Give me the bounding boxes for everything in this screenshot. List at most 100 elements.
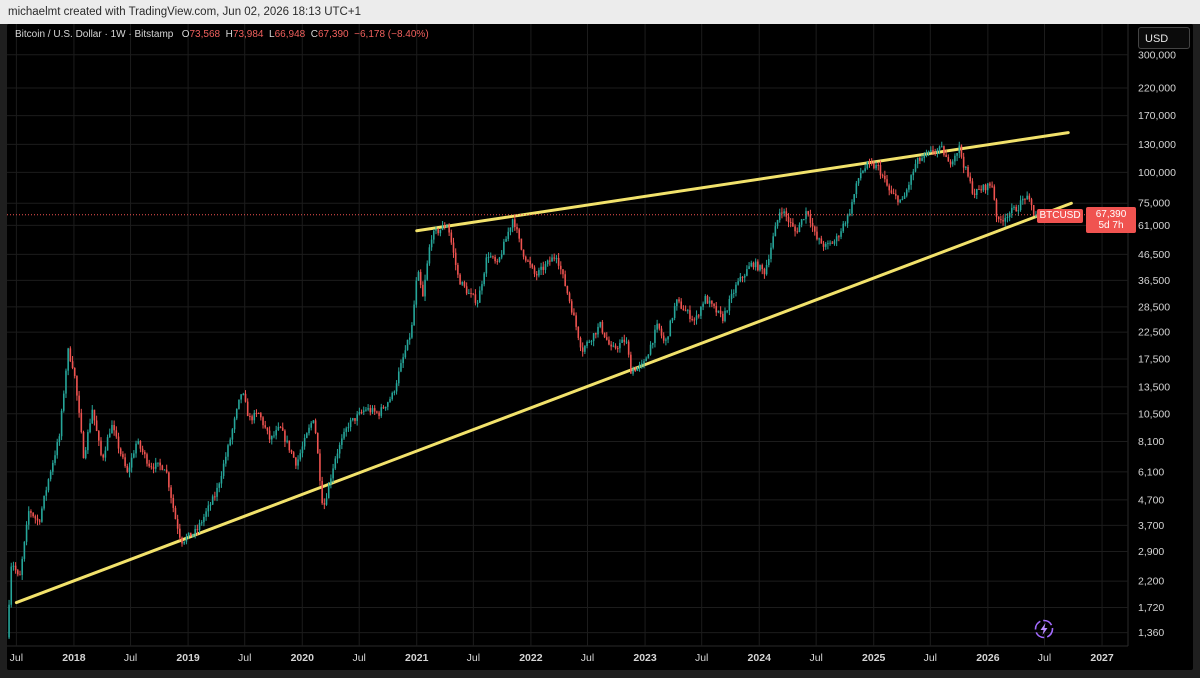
candle-body (908, 184, 910, 190)
candle-body (866, 161, 869, 169)
candle-body (297, 459, 299, 466)
candle-body (844, 223, 847, 225)
candle-body (369, 408, 372, 413)
candle-body (713, 303, 715, 307)
candle-body (927, 151, 930, 154)
candle-body (533, 267, 536, 274)
candle-body (347, 427, 350, 429)
candle-body (1017, 209, 1020, 212)
candle-body (253, 412, 256, 421)
candle-body (301, 446, 304, 454)
time-tick-label: Jul (352, 652, 365, 664)
candle-body (303, 437, 306, 447)
candle-body (949, 161, 952, 165)
candle-body (89, 423, 91, 433)
candle-body (229, 439, 231, 446)
candle-body (824, 243, 827, 247)
time-tick-label: 2019 (176, 652, 200, 664)
candle-body (827, 243, 829, 245)
attribution-bar: michaelmt created with TradingView.com, … (0, 0, 1200, 24)
candle-body (695, 315, 698, 320)
candle-body (787, 216, 790, 222)
candle-body (936, 149, 939, 153)
candle-body (794, 226, 796, 232)
candle-body (290, 450, 293, 453)
candle-body (14, 565, 17, 571)
candle-body (557, 257, 560, 266)
bolt-logo-icon[interactable] (1033, 618, 1055, 640)
candle-body (60, 410, 63, 437)
candle-body (341, 438, 343, 445)
candle-body (106, 437, 109, 451)
candle-body (218, 483, 221, 488)
symbol-legend: Bitcoin / U.S. Dollar · 1W · Bitstamp O7… (15, 29, 429, 40)
candle-body (115, 430, 118, 437)
candle-body (1019, 200, 1022, 210)
candle-body (732, 292, 735, 294)
time-axis[interactable]: Jul 2018 Jul 2019 Jul 2020 Jul 2021 Jul 2022 Jul 20… (10, 652, 1114, 664)
candle-body (656, 323, 658, 330)
time-tick-label: Jul (809, 652, 822, 664)
price-tick-label: 300,000 (1138, 49, 1176, 61)
candle-body (446, 225, 448, 228)
candle-body (945, 154, 947, 158)
ticker-label: BTCUSD (1037, 208, 1083, 223)
candle-body (715, 306, 718, 313)
candle-body (54, 455, 56, 463)
candle-body (997, 216, 1000, 220)
candle-body (137, 441, 140, 444)
low-label: L (269, 29, 275, 40)
candle-body (886, 179, 888, 186)
candle-body (708, 300, 711, 304)
candle-body (139, 441, 142, 449)
candle-body (395, 383, 398, 392)
candle-body (332, 468, 334, 479)
candle-body (822, 243, 825, 247)
candle-body (741, 276, 744, 278)
candle-body (813, 226, 816, 232)
candle-body (962, 156, 965, 168)
candle-body (792, 222, 794, 227)
candle-body (899, 199, 901, 203)
candle-body (371, 408, 374, 413)
candle-body (636, 367, 639, 371)
candle-body (334, 458, 337, 469)
candle-body (958, 145, 961, 154)
candle-body (133, 453, 135, 458)
candle-body (520, 238, 523, 250)
candle-body (960, 145, 963, 157)
candle-body (141, 448, 144, 453)
trendline[interactable] (14, 201, 1073, 605)
candle-body (152, 467, 155, 469)
candle-body (673, 306, 676, 318)
chart-panel[interactable]: 300,000 220,000 170,000 130,000 100,000 75,00… (7, 24, 1193, 670)
candle-body (761, 265, 764, 269)
candle-body (492, 256, 494, 258)
candle-body (507, 231, 510, 239)
candle-body (157, 462, 159, 464)
candle-body (722, 313, 724, 321)
candle-body (527, 260, 529, 262)
candle-body (667, 336, 669, 340)
candle-body (986, 183, 989, 191)
candle-body (214, 496, 216, 498)
candle-body (857, 178, 860, 184)
candle-body (52, 462, 54, 472)
candle-body (575, 315, 577, 327)
candlestick-chart[interactable]: 300,000 220,000 170,000 130,000 100,000 75,00… (7, 24, 1193, 670)
candle-body (717, 310, 720, 313)
candle-body (518, 229, 520, 239)
price-axis[interactable]: 300,000 220,000 170,000 130,000 100,000 75,00… (1138, 49, 1176, 639)
candle-body (1004, 217, 1007, 222)
time-tick-label: 2024 (748, 652, 772, 664)
candle-body (643, 361, 645, 364)
candle-body (306, 433, 308, 438)
candle-body (93, 409, 96, 421)
currency-selector[interactable]: USD (1138, 27, 1190, 49)
candle-body (930, 149, 932, 152)
candle-body (746, 269, 748, 276)
candle-body (119, 448, 122, 455)
candle-body (12, 565, 15, 567)
candle-body (400, 363, 402, 372)
